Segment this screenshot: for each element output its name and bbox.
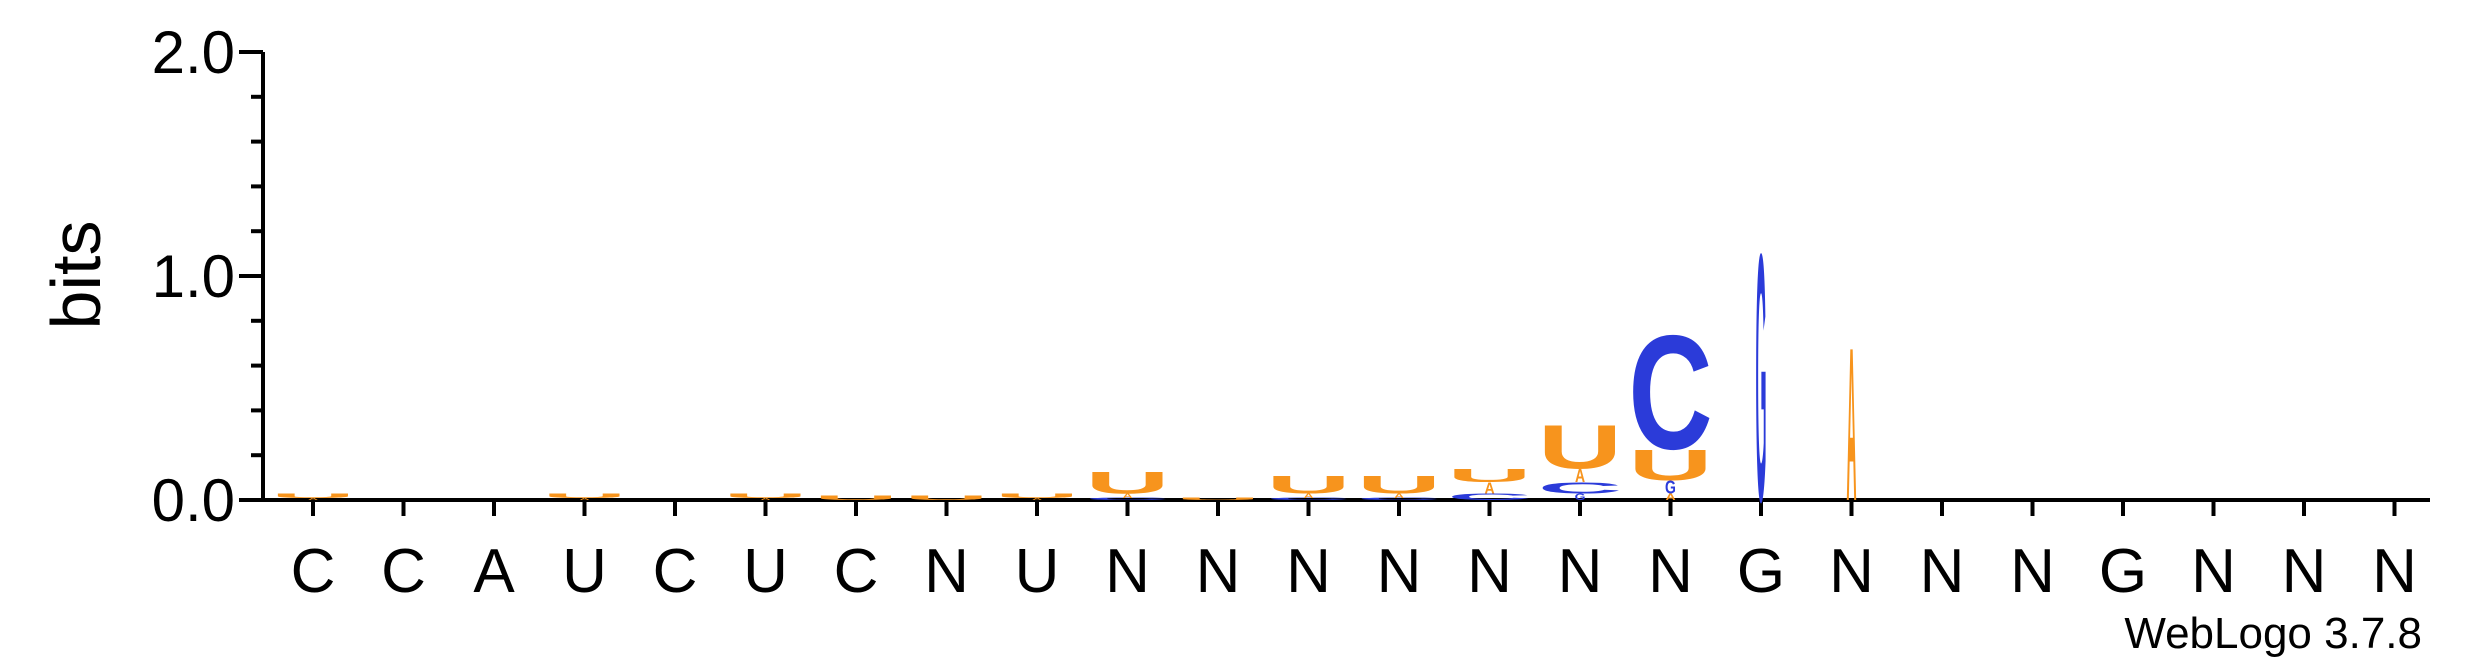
logo-letter-a: A — [1394, 493, 1404, 500]
logo-letter-u: U — [1266, 471, 1350, 499]
logo-letter-u: U — [723, 492, 807, 499]
logo-letter-c: C — [1085, 497, 1169, 500]
letter-stack: CAU — [1447, 465, 1531, 502]
logo-letter-u: U — [1538, 412, 1622, 482]
logo-letter-a: A — [1303, 493, 1313, 500]
logo-letter-c: C — [1266, 497, 1350, 500]
x-tick-label: U — [1015, 537, 1060, 606]
logo-letter-c: C — [1357, 497, 1441, 500]
x-tick-label: C — [381, 537, 426, 606]
logo-letter-a: A — [308, 498, 319, 501]
logo-letter-u: U — [271, 492, 355, 499]
letter-stack: AU — [995, 492, 1079, 501]
logo-letter-a: A — [1122, 493, 1132, 500]
logo-letter-c: C — [1538, 479, 1622, 496]
x-tick-label: N — [1377, 537, 1422, 606]
x-tick-label: N — [1829, 537, 1874, 606]
x-tick-label: N — [1920, 537, 1965, 606]
x-tick-label: A — [473, 537, 515, 606]
logo-letter-c: C — [1447, 491, 1531, 502]
logo-letter-a: A — [1032, 498, 1043, 501]
logo-letter-a: A — [1484, 481, 1494, 498]
y-axis: 0.0 1.0 2.0 — [152, 19, 265, 534]
x-tick-label: N — [1196, 537, 1241, 606]
x-tick-label: C — [653, 537, 698, 606]
logo-letter-g: G — [1756, 182, 1767, 576]
y-tick-label: 2.0 — [152, 19, 235, 86]
x-tick-label: G — [1737, 537, 1785, 606]
x-tick-label: N — [2191, 537, 2236, 606]
logo-letter-u: U — [814, 494, 898, 501]
logo-letter-u: U — [904, 494, 988, 501]
logo-letter-u: U — [1357, 471, 1441, 499]
x-tick-label: N — [1105, 537, 1150, 606]
x-tick-label: N — [1648, 537, 1693, 606]
x-tick-label: N — [2372, 537, 2417, 606]
logo-letter-c: C — [1628, 301, 1712, 483]
y-tick-label: 1.0 — [152, 243, 235, 310]
letter-stack: AU — [271, 492, 355, 501]
letter-stack: A — [1846, 302, 1856, 546]
logo-letter-g: G — [1575, 491, 1586, 502]
x-tick-label: G — [2099, 537, 2147, 606]
logo-letter-u: U — [995, 492, 1079, 499]
logo-letter-u: U — [542, 492, 626, 499]
letter-stack: U — [814, 494, 898, 501]
letter-stack: CAU — [1266, 471, 1350, 501]
logo-letter-u: U — [1628, 440, 1712, 489]
logo-letter-u: U — [1085, 465, 1169, 500]
letter-stack: CAU — [1085, 465, 1169, 500]
x-tick-label: U — [562, 537, 607, 606]
letter-stack: CAU — [1357, 471, 1441, 501]
logo-letter-a: A — [1575, 465, 1585, 487]
x-tick-label: U — [743, 537, 788, 606]
x-tick-label: N — [1467, 537, 1512, 606]
logo-letter-a: A — [579, 498, 590, 501]
x-tick-label: C — [834, 537, 879, 606]
x-tick-label: N — [2282, 537, 2327, 606]
logo-letter-a: A — [1665, 491, 1676, 502]
y-tick-label: 0.0 — [152, 467, 235, 534]
x-tick-label: N — [924, 537, 969, 606]
x-tick-label: N — [1558, 537, 1603, 606]
logo-letter-a: A — [1846, 302, 1856, 546]
weblogo-credit: WebLogo 3.7.8 — [2124, 609, 2422, 658]
logo-letter-g: G — [1665, 476, 1676, 498]
x-tick-label: N — [1286, 537, 1331, 606]
logo-letter-u: U — [1176, 497, 1260, 500]
letter-stack: U — [904, 494, 988, 501]
letter-stack: AU — [542, 492, 626, 501]
letter-stack: U — [1176, 497, 1260, 500]
x-tick-label: C — [291, 537, 336, 606]
letter-stack: AU — [723, 492, 807, 501]
logo-letter-u: U — [1447, 465, 1531, 486]
letter-stack: G — [1756, 182, 1767, 576]
y-axis-label: bits — [37, 221, 115, 330]
x-tick-label: N — [2010, 537, 2055, 606]
logo-letter-a: A — [760, 498, 771, 501]
